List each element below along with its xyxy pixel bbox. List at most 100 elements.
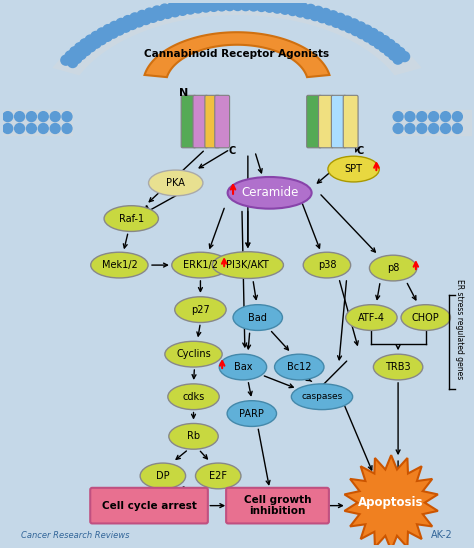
Circle shape (141, 15, 151, 25)
Circle shape (65, 51, 75, 61)
Text: CHOP: CHOP (412, 312, 440, 323)
Circle shape (152, 6, 162, 16)
Circle shape (70, 47, 80, 56)
Circle shape (128, 20, 137, 30)
Text: N: N (179, 88, 188, 98)
FancyBboxPatch shape (181, 95, 196, 148)
Circle shape (27, 112, 36, 122)
Circle shape (193, 3, 203, 13)
Circle shape (81, 45, 91, 55)
Circle shape (428, 123, 438, 134)
Circle shape (185, 4, 195, 14)
Circle shape (288, 5, 298, 15)
Circle shape (310, 11, 320, 21)
Circle shape (362, 25, 372, 35)
Ellipse shape (165, 341, 222, 367)
Circle shape (91, 31, 101, 41)
Circle shape (76, 49, 86, 59)
Circle shape (61, 55, 71, 65)
Circle shape (249, 0, 259, 6)
Circle shape (384, 46, 394, 56)
Circle shape (134, 17, 144, 27)
Circle shape (109, 21, 119, 31)
Circle shape (453, 112, 462, 122)
Text: p8: p8 (387, 263, 399, 273)
Ellipse shape (303, 252, 351, 278)
Circle shape (390, 43, 400, 53)
Circle shape (389, 50, 399, 60)
Circle shape (3, 123, 13, 134)
Circle shape (75, 43, 84, 53)
Circle shape (393, 123, 403, 134)
Ellipse shape (346, 305, 397, 330)
FancyBboxPatch shape (343, 95, 358, 148)
Circle shape (349, 19, 359, 29)
Circle shape (335, 13, 345, 23)
Text: Cancer Research Reviews: Cancer Research Reviews (20, 531, 129, 540)
Text: DP: DP (156, 471, 170, 481)
Ellipse shape (91, 252, 148, 278)
Circle shape (15, 123, 25, 134)
Circle shape (148, 13, 158, 22)
Circle shape (160, 4, 170, 14)
Circle shape (225, 0, 234, 6)
Circle shape (97, 35, 107, 45)
Circle shape (331, 18, 341, 27)
PathPatch shape (53, 0, 421, 76)
Circle shape (85, 35, 95, 45)
FancyBboxPatch shape (226, 488, 329, 523)
Circle shape (324, 15, 334, 25)
Circle shape (175, 1, 185, 11)
Circle shape (363, 32, 373, 42)
Circle shape (80, 39, 90, 49)
Ellipse shape (172, 252, 229, 278)
Circle shape (91, 38, 101, 48)
Circle shape (200, 0, 210, 7)
Ellipse shape (228, 177, 311, 209)
Circle shape (280, 4, 290, 14)
Text: C: C (228, 146, 236, 156)
Circle shape (241, 0, 251, 6)
Circle shape (266, 0, 276, 8)
Text: E2F: E2F (209, 471, 227, 481)
Text: Cyclins: Cyclins (176, 349, 211, 359)
Ellipse shape (369, 255, 417, 281)
Circle shape (145, 8, 155, 18)
Circle shape (282, 0, 292, 10)
FancyBboxPatch shape (307, 95, 321, 148)
Circle shape (241, 1, 251, 10)
Circle shape (257, 0, 267, 7)
Circle shape (108, 28, 118, 38)
Circle shape (225, 1, 235, 10)
Text: Rb: Rb (187, 431, 200, 441)
Text: C: C (357, 146, 364, 156)
Circle shape (380, 36, 390, 45)
Circle shape (38, 123, 48, 134)
Circle shape (345, 23, 355, 33)
Ellipse shape (169, 424, 218, 449)
Text: Mek1/2: Mek1/2 (101, 260, 137, 270)
Circle shape (393, 54, 403, 64)
Circle shape (313, 7, 323, 16)
Circle shape (393, 112, 403, 122)
Circle shape (209, 2, 219, 12)
Circle shape (72, 54, 82, 64)
Circle shape (272, 3, 282, 13)
Circle shape (417, 112, 427, 122)
Text: ATF-4: ATF-4 (358, 312, 385, 323)
Text: Apoptosis: Apoptosis (358, 496, 424, 509)
Text: p38: p38 (318, 260, 336, 270)
Circle shape (351, 26, 361, 36)
Circle shape (50, 123, 60, 134)
Circle shape (38, 112, 48, 122)
Circle shape (385, 39, 395, 49)
Text: PKA: PKA (166, 178, 185, 188)
Circle shape (274, 0, 284, 8)
Text: PARP: PARP (239, 409, 264, 419)
Circle shape (290, 1, 300, 11)
Circle shape (3, 112, 13, 122)
Circle shape (15, 112, 25, 122)
Ellipse shape (104, 206, 158, 231)
Text: cdks: cdks (182, 392, 205, 402)
Circle shape (441, 123, 450, 134)
